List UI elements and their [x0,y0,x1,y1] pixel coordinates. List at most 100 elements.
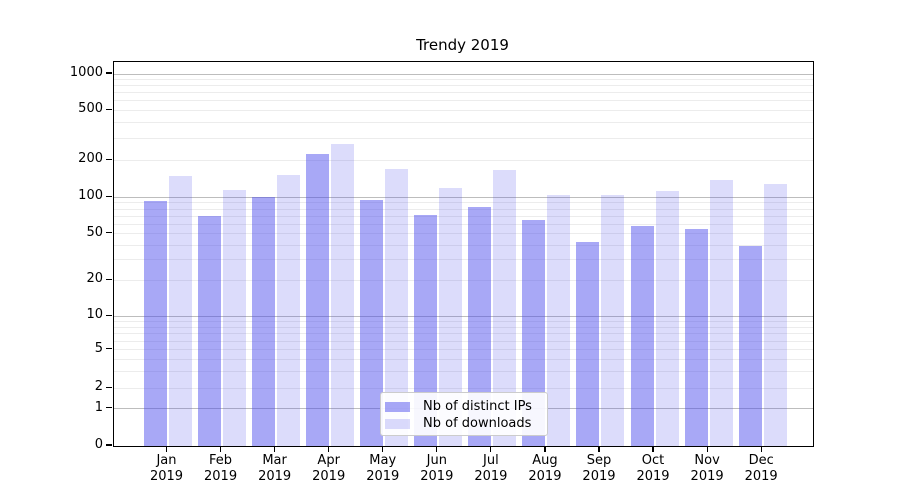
bar-jan-ips [144,200,167,446]
bar-apr-ips [306,154,330,446]
legend-label-distinct-ips: Nb of distinct IPs [423,399,532,414]
y-tick-label: 50 [86,224,103,240]
gridline-minor [114,122,813,124]
y-tick-mark [106,232,112,234]
legend-label-downloads: Nb of downloads [423,416,532,431]
gridline-minor [114,259,813,261]
bar-aug-ips [522,220,546,446]
x-tick-label: Sep 2019 [582,453,616,484]
bar-mar-downloads [277,174,301,446]
x-tick-mark [490,446,492,452]
y-tick-mark [106,406,112,409]
y-tick-mark [106,108,112,110]
gridline-minor [114,358,813,360]
bar-jan-downloads [169,175,192,446]
x-tick-label: Jun 2019 [420,453,454,484]
legend-entry-distinct-ips: Nb of distinct IPs [385,398,547,415]
gridline-major [114,196,813,198]
y-tick-label: 500 [78,101,103,117]
x-tick-mark [219,446,222,452]
x-tick-mark [328,446,330,452]
gridline-minor [114,333,813,335]
bar-feb-ips [198,216,222,446]
x-tick-mark [760,446,762,452]
bar-apr-downloads [331,143,355,446]
x-tick-label: Nov 2019 [690,453,724,484]
y-tick-label: 10 [86,307,103,323]
gridline-minor [114,215,813,217]
x-tick-mark [652,446,654,452]
gridline-minor [114,160,813,161]
x-tick-label: Apr 2019 [312,453,346,484]
x-tick-mark [706,446,708,452]
bar-dec-downloads [763,183,787,446]
x-tick-label: Oct 2019 [636,453,670,484]
x-tick-label: Aug 2019 [528,453,562,484]
legend-swatch-downloads [385,418,410,429]
y-tick-mark [106,72,112,74]
gridline-minor [114,109,813,111]
x-tick-label: Mar 2019 [258,453,292,484]
gridline-minor [114,370,813,372]
gridline-minor [114,349,813,351]
x-tick-label: Dec 2019 [744,453,778,484]
gridline-minor [114,340,813,342]
x-tick-mark [165,446,168,452]
gridline-minor [114,79,813,81]
y-tick-label: 1000 [69,65,103,81]
bar-nov-downloads [709,179,733,446]
x-tick-mark [382,446,384,452]
y-tick-label: 200 [78,151,103,167]
x-tick-mark [274,446,276,452]
legend: Nb of distinct IPs Nb of downloads [380,392,548,436]
x-tick-label: Jul 2019 [474,453,508,484]
y-tick-mark [106,195,112,197]
y-tick-mark [106,348,112,350]
gridline-minor [114,208,813,210]
bar-jun-downloads [439,188,463,446]
bar-aug-downloads [547,194,571,446]
gridline-minor [114,92,813,94]
y-tick-mark [106,278,112,280]
y-tick-mark [106,444,112,446]
x-tick-mark [544,446,546,452]
gridline-minor [114,320,813,322]
y-tick-label: 0 [94,437,103,452]
x-tick-mark [436,446,438,452]
gridline-minor [114,137,813,139]
bar-mar-ips [252,197,276,446]
x-tick-label: Jan 2019 [149,453,184,484]
legend-swatch-distinct-ips [385,401,410,412]
x-tick-mark [598,446,600,452]
gridline-minor [114,100,813,102]
x-tick-label: May 2019 [366,453,400,484]
bar-feb-downloads [223,190,247,446]
y-tick-label: 20 [86,271,103,287]
y-tick-mark [106,314,112,316]
gridline-major [114,73,813,75]
gridline-minor [114,233,813,235]
bar-nov-ips [684,228,708,446]
bar-sep-ips [576,241,600,446]
chart-title: Trendy 2019 [416,36,509,54]
y-tick-mark [106,386,112,388]
gridline-minor [114,85,813,87]
bar-jun-ips [414,215,438,446]
gridline-minor [114,387,813,389]
x-tick-label: Feb 2019 [204,453,238,484]
bar-sep-downloads [601,195,625,446]
gridline-minor [114,223,813,225]
bar-dec-ips [738,246,762,446]
bar-may-ips [360,199,384,446]
gridline-minor [114,326,813,328]
bar-oct-ips [630,226,654,446]
y-tick-label: 100 [78,188,103,204]
bar-jul-downloads [493,170,517,446]
legend-entry-downloads: Nb of downloads [385,415,547,432]
y-tick-mark [106,158,112,161]
gridline-minor [114,244,813,246]
bar-may-downloads [385,168,409,446]
gridline-minor [114,279,813,281]
gridline-minor [114,202,813,204]
